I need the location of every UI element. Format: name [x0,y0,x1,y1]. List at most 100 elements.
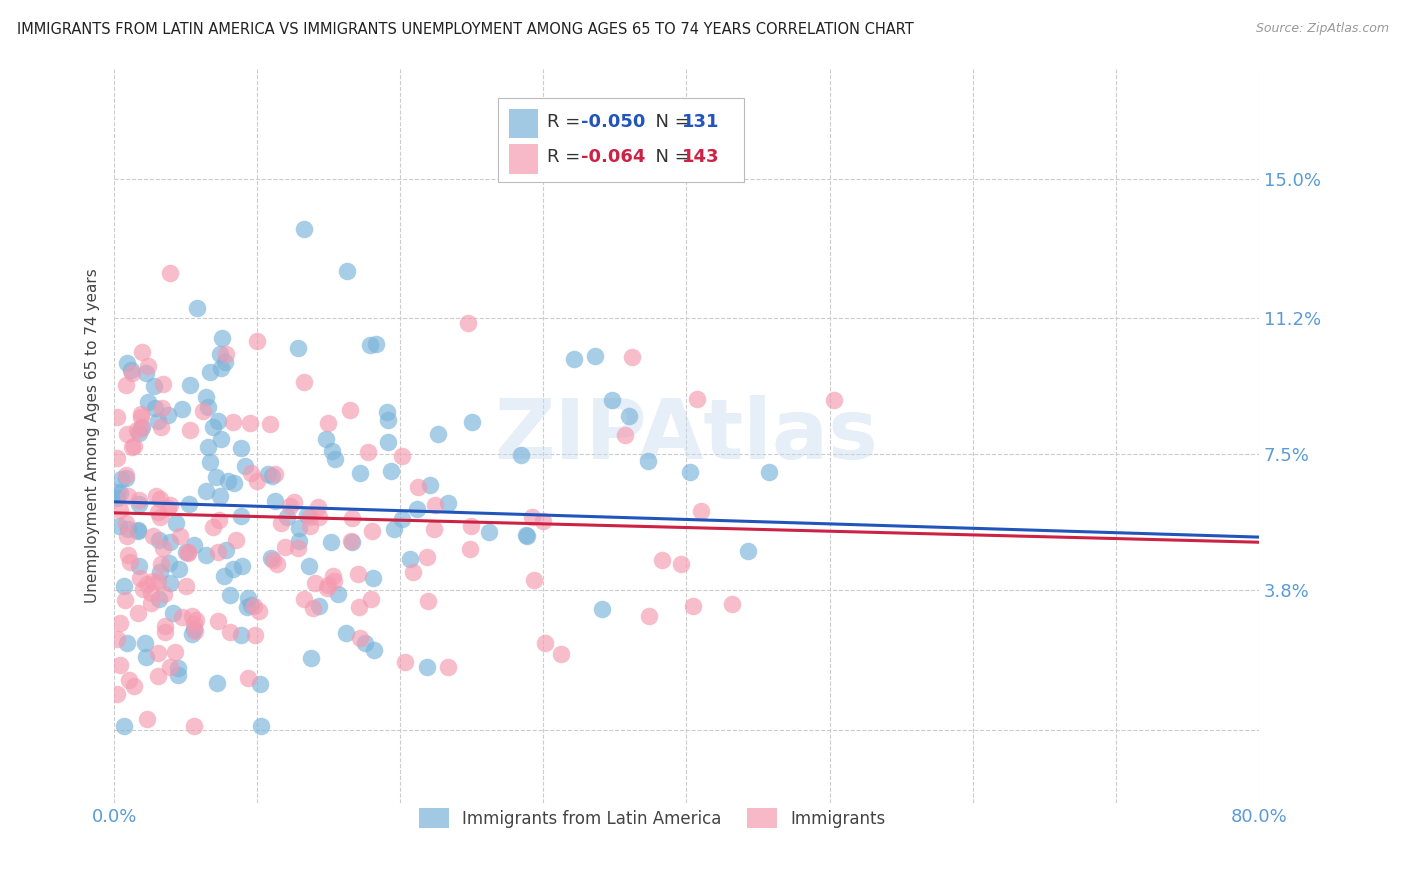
Point [280,499,302,513]
Point [115,636,138,650]
Point [824,393,846,408]
Point [184,613,207,627]
FancyBboxPatch shape [509,109,537,138]
Point [179,423,201,437]
Point [457,316,479,330]
Point [287,541,309,555]
Point [117,523,139,537]
Point [250,719,273,733]
Point [323,452,346,467]
Point [562,351,585,366]
Point [207,675,229,690]
Text: N =: N = [644,112,696,130]
Point [186,301,208,315]
Point [247,604,270,618]
Point [142,574,165,588]
Point [195,390,218,404]
Point [239,467,262,481]
Point [391,512,413,526]
Point [212,569,235,583]
Point [720,597,742,611]
Point [159,660,181,674]
Legend: Immigrants from Latin America, Immigrants: Immigrants from Latin America, Immigrant… [412,801,891,835]
Point [583,349,606,363]
Point [614,427,637,442]
Point [183,622,205,636]
Point [115,470,138,484]
Point [135,366,157,380]
Point [637,454,659,468]
Point [128,492,150,507]
Point [263,494,285,508]
Point [682,599,704,613]
Point [110,472,132,486]
Point [319,534,342,549]
Point [121,440,143,454]
Point [112,579,135,593]
Point [149,565,172,579]
Point [340,510,363,524]
Point [134,635,156,649]
Point [322,568,344,582]
Point [128,558,150,573]
Point [136,577,159,591]
Point [194,483,217,498]
Point [335,626,357,640]
FancyBboxPatch shape [498,98,744,182]
Point [236,591,259,606]
Point [550,647,572,661]
Point [183,616,205,631]
Point [283,495,305,509]
Point [174,579,197,593]
Point [349,631,371,645]
Text: Source: ZipAtlas.com: Source: ZipAtlas.com [1256,22,1389,36]
Point [215,347,238,361]
Point [236,599,259,614]
Point [257,467,280,482]
Point [193,404,215,418]
Point [115,426,138,441]
Point [315,581,337,595]
Point [405,502,427,516]
Point [181,608,204,623]
Point [287,342,309,356]
Point [201,520,224,534]
Point [509,448,531,462]
Point [239,598,262,612]
Point [183,538,205,552]
Point [166,661,188,675]
Point [287,534,309,549]
Point [159,535,181,549]
Point [128,426,150,441]
Point [637,609,659,624]
Point [195,548,218,562]
Point [515,528,537,542]
Point [423,522,446,536]
Point [170,609,193,624]
Point [347,599,370,614]
Point [302,601,325,615]
Point [153,619,176,633]
Point [170,401,193,416]
Point [292,375,315,389]
Point [437,660,460,674]
Point [461,415,484,429]
Point [146,646,169,660]
Point [122,439,145,453]
Point [118,555,141,569]
Point [651,553,673,567]
Point [295,508,318,522]
Point [159,266,181,280]
Point [298,518,321,533]
Point [159,575,181,590]
Text: 143: 143 [682,148,720,166]
Point [145,489,167,503]
Point [148,505,170,519]
Point [437,496,460,510]
Point [139,586,162,600]
Point [129,421,152,435]
Point [152,377,174,392]
Point [105,484,128,499]
Point [105,632,128,647]
Point [165,516,187,530]
